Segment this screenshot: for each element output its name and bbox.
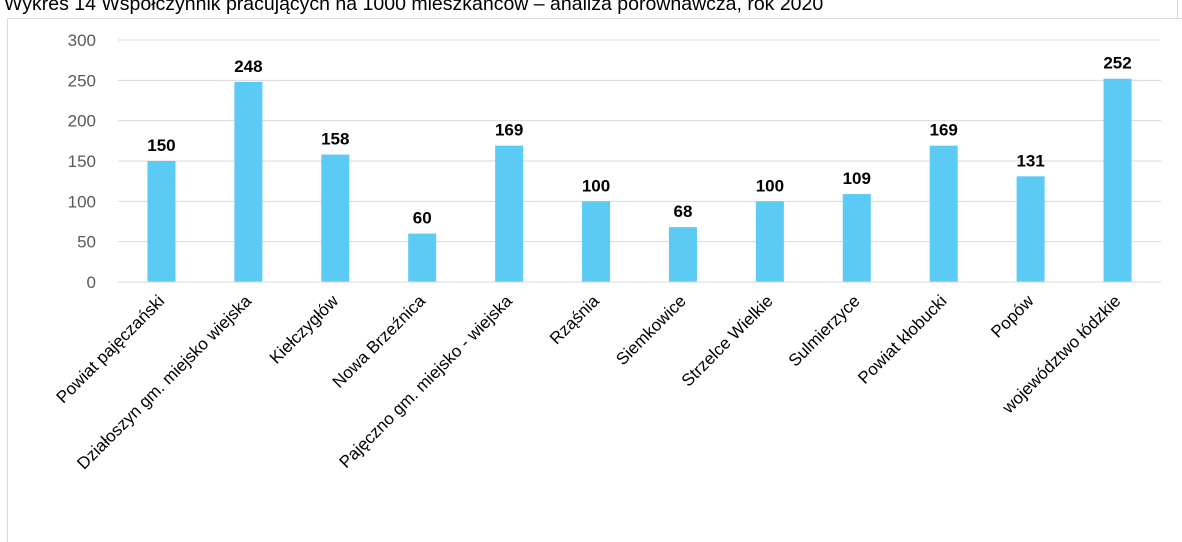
gridlines [118, 39, 1161, 243]
bar [234, 81, 263, 283]
data-label: 100 [756, 176, 784, 195]
bars [147, 78, 1132, 283]
chart-frame-left [7, 18, 8, 542]
y-tick-label: 200 [68, 112, 96, 131]
data-label: 68 [673, 202, 692, 221]
data-label: 131 [1016, 151, 1044, 170]
y-tick-label: 150 [68, 152, 96, 171]
category-label: Popów [987, 291, 1038, 342]
category-label: Kiełczygłów [266, 291, 343, 368]
data-label: 60 [413, 209, 432, 228]
bar [495, 145, 524, 282]
category-label: Działoszyn gm. miejsko wiejska [73, 291, 255, 473]
y-tick-label: 250 [68, 71, 96, 90]
category-label: Nowa Brzeźnica [329, 291, 430, 392]
bar [668, 227, 697, 282]
bar [842, 194, 871, 282]
data-label: 169 [930, 121, 958, 140]
data-label: 150 [147, 136, 175, 155]
y-axis-ticks: 0 50 100 150 200 250 300 [68, 31, 96, 292]
category-label: Strzelce Wielkie [678, 291, 777, 390]
data-label: 169 [495, 121, 523, 140]
data-labels: 150 248 158 60 169 100 68 100 109 169 131 252 [147, 54, 1131, 228]
bar [1103, 78, 1132, 282]
category-label: Rząśnia [546, 291, 603, 348]
category-label: Siemkowice [612, 291, 690, 369]
chart-title: Wykres 14 Współczynnik pracujących na 10… [4, 0, 824, 15]
data-label: 158 [321, 130, 349, 149]
data-label: 100 [582, 176, 610, 195]
y-tick-label: 0 [87, 273, 96, 292]
chart-frame-top [7, 18, 1182, 19]
data-label: 252 [1103, 54, 1131, 73]
bar [582, 201, 611, 282]
category-label: Pajęczno gm. miejsko - wiejska [335, 291, 516, 472]
y-tick-label: 50 [77, 233, 96, 252]
bar [408, 233, 437, 282]
chart-frame-right [1177, 0, 1178, 18]
data-label: 248 [234, 57, 262, 76]
y-tick-label: 100 [68, 192, 96, 211]
bar [1016, 176, 1045, 282]
bar [755, 201, 784, 282]
category-label: Powiat kłobucki [854, 291, 950, 387]
bar [929, 145, 958, 282]
category-label: Sulmierzyce [785, 291, 864, 370]
bar [147, 161, 176, 282]
bar [321, 154, 350, 282]
data-label: 109 [843, 169, 871, 188]
y-tick-label: 300 [68, 31, 96, 50]
